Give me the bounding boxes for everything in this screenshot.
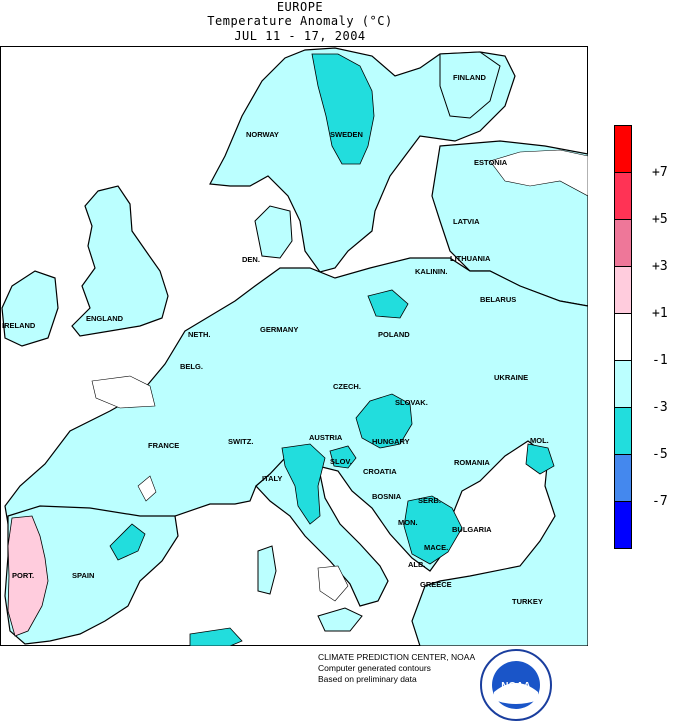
scandinavia-land [209,47,516,273]
label-france: FRANCE [148,441,179,450]
label-switzerland: SWITZ. [228,437,253,446]
credit-line-2: Computer generated contours [318,663,431,673]
label-bosnia: BOSNIA [372,492,402,501]
label-germany: GERMANY [260,325,298,334]
legend-tick-label: +1 [652,306,668,321]
label-hungary: HUNGARY [372,437,410,446]
map-title: Temperature Anomaly (°C) [207,14,393,28]
poland-cold-core [367,289,409,319]
sweden-cold-core [311,53,375,165]
map-period: JUL 11 - 17, 2004 [234,29,366,43]
moldova-cold-core [525,443,555,475]
label-norway: NORWAY [246,130,279,139]
france-white-area-1 [91,375,156,409]
legend-swatch [614,313,632,361]
credit-line-1: CLIMATE PREDICTION CENTER, NOAA [318,652,476,662]
portugal-warm-anomaly [7,515,49,637]
label-spain: SPAIN [72,571,94,580]
label-macedonia: MACE. [424,543,448,552]
legend-tick-label: -7 [652,494,668,509]
credit-line-3: Based on preliminary data [318,674,417,684]
europe-anomaly-map: FINLAND NORWAY SWEDEN ESTONIA LATVIA LIT… [0,46,588,646]
label-turkey: TURKEY [512,597,543,606]
spain-cold-core [109,523,146,561]
label-moldova: MOL. [530,436,549,445]
sicily-land [317,607,363,632]
label-austria: AUSTRIA [309,433,343,442]
legend-swatch [614,501,632,549]
finland-land [439,51,501,119]
austria-cold-core [329,445,357,469]
noaa-logo: NOAA [480,649,552,721]
balkans-cold-core [403,495,463,565]
label-ireland: IRELAND [2,321,36,330]
legend-tick-label: +3 [652,259,668,274]
label-england: ENGLAND [86,314,124,323]
legend-tick-label: -3 [652,400,668,415]
legend-swatch [614,266,632,314]
color-scale-legend [614,125,632,549]
legend-tick-label: +5 [652,212,668,227]
label-romania: ROMANIA [454,458,490,467]
label-slovakia: SLOVAK. [395,398,428,407]
label-montenegro: MON. [398,518,418,527]
estonia-white [489,149,588,197]
france-white-area-2 [137,475,157,502]
map-region-title: EUROPE [276,0,324,14]
legend-tick-label: -5 [652,447,668,462]
label-netherlands: NETH. [188,330,211,339]
label-kalinin: KALININ. [415,267,448,276]
italy-white-area [317,565,349,602]
sardinia-land [257,545,277,595]
label-lithuania: LITHUANIA [450,254,491,263]
label-ukraine: UKRAINE [494,373,528,382]
legend-swatch [614,219,632,267]
label-belgium: BELG. [180,362,203,371]
label-portugal: PORT. [12,571,34,580]
label-poland: POLAND [378,330,410,339]
label-finland: FINLAND [453,73,486,82]
label-sweden: SWEDEN [330,130,363,139]
label-bulgaria: BULGARIA [452,525,492,534]
label-slovenia: SLOV. [330,457,352,466]
noaa-logo-text: NOAA [501,681,530,692]
hungary-cold-core [355,393,413,449]
label-serbia: SERB. [418,496,441,505]
label-latvia: LATVIA [453,217,480,226]
legend-swatch [614,454,632,502]
legend-swatch [614,125,632,173]
legend-tick-label: +7 [652,165,668,180]
legend-swatch [614,407,632,455]
legend-tick-label: -1 [652,353,668,368]
ireland-land [1,270,59,347]
legend-swatch [614,360,632,408]
denmark-land [254,205,293,259]
south-italy-cold-core [189,627,243,646]
label-estonia: ESTONIA [474,158,508,167]
label-italy: ITALY [262,474,282,483]
legend-swatch [614,172,632,220]
label-greece: GREECE [420,580,452,589]
label-denmark: DEN. [242,255,260,264]
label-belarus: BELARUS [480,295,516,304]
label-croatia: CROATIA [363,467,397,476]
label-albania: ALB. [408,560,426,569]
alps-cold-core [281,443,326,525]
great-britain-land [71,185,169,337]
label-czech: CZECH. [333,382,361,391]
